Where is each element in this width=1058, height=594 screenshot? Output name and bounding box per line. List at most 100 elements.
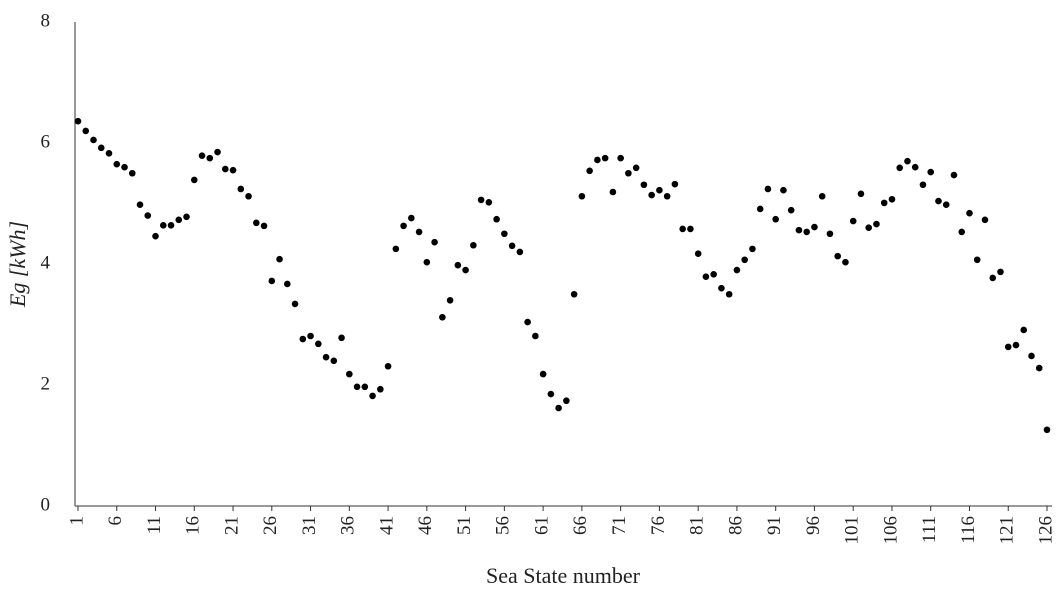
point bbox=[431, 238, 438, 246]
point bbox=[973, 256, 981, 264]
point bbox=[617, 154, 624, 162]
point bbox=[787, 206, 795, 214]
point bbox=[260, 222, 268, 230]
point bbox=[733, 266, 741, 274]
point bbox=[221, 165, 229, 173]
point bbox=[167, 221, 175, 229]
point bbox=[74, 117, 82, 125]
point bbox=[749, 245, 756, 253]
point bbox=[175, 216, 183, 224]
x-tick-label: 6 bbox=[105, 516, 126, 526]
point bbox=[927, 168, 935, 176]
x-axis-title: Sea State number bbox=[486, 563, 641, 588]
point bbox=[415, 228, 423, 236]
point bbox=[880, 199, 888, 207]
x-tick-label: 91 bbox=[764, 516, 785, 535]
point bbox=[803, 228, 810, 236]
point bbox=[1043, 426, 1051, 434]
point bbox=[1004, 343, 1012, 351]
point bbox=[508, 242, 516, 250]
point bbox=[594, 156, 601, 164]
x-tick-label: 31 bbox=[299, 516, 320, 535]
point bbox=[198, 152, 206, 160]
point bbox=[338, 334, 345, 342]
point bbox=[1028, 352, 1035, 360]
point bbox=[702, 273, 710, 281]
point bbox=[400, 222, 407, 230]
point bbox=[90, 136, 97, 144]
point bbox=[501, 230, 508, 238]
point bbox=[252, 219, 260, 227]
point bbox=[524, 318, 531, 326]
point bbox=[640, 181, 648, 189]
x-tick-label: 86 bbox=[725, 516, 746, 535]
point bbox=[904, 157, 911, 165]
x-tick-label: 26 bbox=[260, 516, 281, 535]
point bbox=[780, 186, 787, 194]
point bbox=[756, 205, 764, 213]
point bbox=[392, 245, 400, 253]
point bbox=[609, 188, 617, 196]
point bbox=[625, 169, 632, 177]
x-tick-label: 56 bbox=[493, 516, 514, 535]
x-tick-label: 36 bbox=[338, 516, 359, 535]
point bbox=[245, 192, 252, 200]
x-tick-label: 101 bbox=[842, 516, 863, 545]
point bbox=[896, 164, 904, 172]
y-tick-label: 6 bbox=[41, 131, 51, 152]
point bbox=[826, 230, 834, 238]
point bbox=[710, 270, 717, 278]
point bbox=[911, 163, 919, 171]
x-tick-label: 121 bbox=[997, 516, 1018, 545]
point bbox=[981, 216, 989, 224]
point bbox=[718, 284, 725, 292]
x-tick-label: 76 bbox=[648, 516, 669, 535]
point bbox=[121, 163, 128, 171]
point bbox=[725, 290, 733, 298]
point bbox=[462, 266, 469, 274]
point bbox=[966, 209, 973, 217]
point bbox=[369, 392, 376, 400]
point bbox=[671, 180, 679, 188]
x-tick-label: 81 bbox=[687, 516, 708, 535]
point bbox=[532, 332, 539, 340]
x-tick-label: 21 bbox=[221, 516, 242, 535]
y-tick-label: 8 bbox=[41, 10, 51, 31]
point bbox=[547, 390, 555, 398]
x-tick-label: 51 bbox=[454, 516, 475, 535]
x-tick-label: 126 bbox=[1035, 516, 1056, 545]
point bbox=[423, 258, 431, 266]
point bbox=[741, 256, 748, 264]
x-tick-label: 1 bbox=[66, 516, 87, 526]
point bbox=[377, 385, 384, 393]
point bbox=[470, 241, 477, 249]
point bbox=[190, 176, 198, 184]
point bbox=[299, 335, 307, 343]
x-tick-label: 11 bbox=[144, 516, 165, 534]
point bbox=[601, 154, 609, 162]
point bbox=[183, 213, 190, 221]
point bbox=[811, 223, 818, 231]
point bbox=[214, 148, 221, 156]
point bbox=[136, 201, 144, 209]
point bbox=[446, 297, 454, 304]
point bbox=[229, 166, 237, 174]
point bbox=[997, 268, 1004, 276]
point bbox=[818, 192, 826, 200]
point bbox=[315, 340, 322, 348]
point bbox=[873, 220, 880, 228]
x-tick-label: 106 bbox=[880, 516, 901, 545]
point bbox=[307, 332, 314, 340]
point bbox=[493, 215, 500, 223]
point bbox=[206, 154, 214, 162]
point bbox=[346, 370, 353, 378]
point bbox=[834, 252, 841, 260]
point bbox=[857, 190, 865, 198]
point bbox=[1020, 326, 1028, 334]
point bbox=[687, 225, 694, 233]
y-tick-label: 2 bbox=[41, 373, 51, 394]
point bbox=[516, 248, 524, 256]
point bbox=[888, 195, 896, 203]
point bbox=[291, 300, 299, 308]
point bbox=[276, 255, 283, 263]
